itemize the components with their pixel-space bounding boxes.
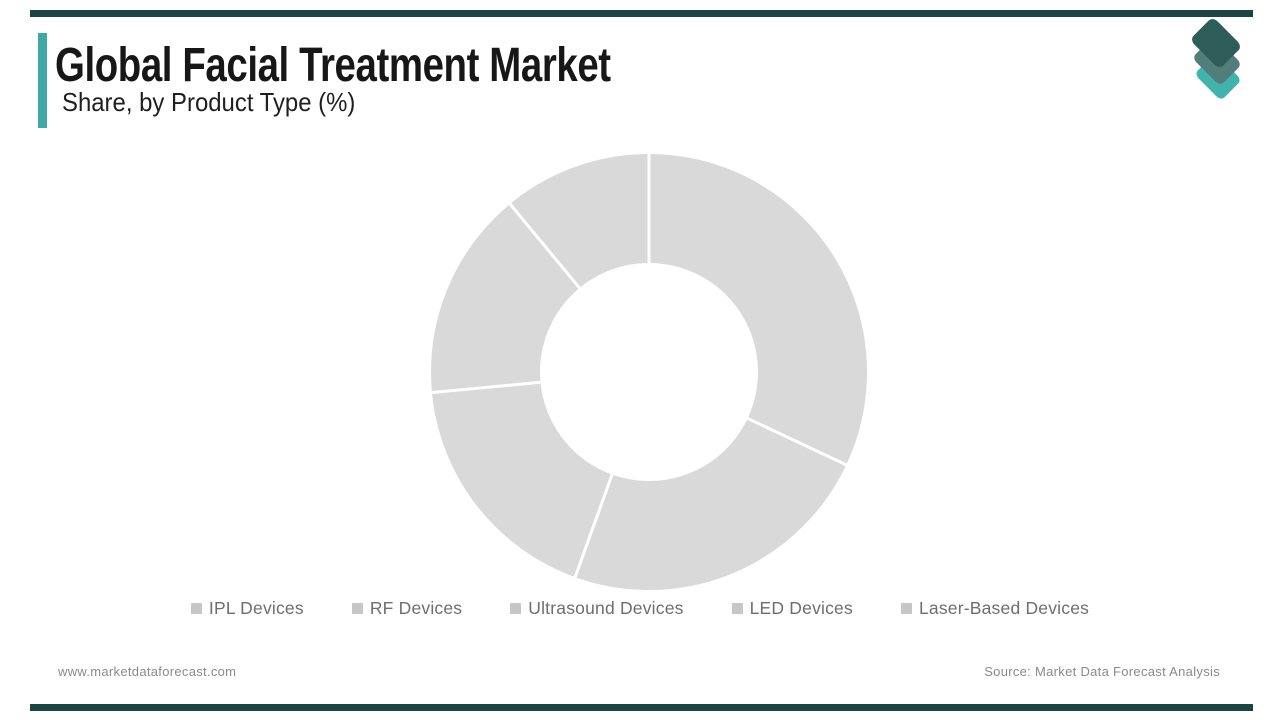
legend-swatch-icon <box>731 602 743 614</box>
legend-swatch-icon <box>900 602 912 614</box>
legend-label: LED Devices <box>749 597 853 618</box>
segment-separator <box>572 471 615 581</box>
legend-label: Ultrasound Devices <box>528 597 684 618</box>
page-subtitle: Share, by Product Type (%) <box>62 87 356 117</box>
legend-item[interactable]: Ultrasound Devices <box>510 598 683 619</box>
legend-item[interactable]: RF Devices <box>351 597 463 619</box>
legend-item[interactable]: LED Devices <box>731 597 853 619</box>
segment-separator <box>506 200 583 292</box>
legend-item[interactable]: IPL Devices <box>190 597 304 619</box>
legend-item[interactable]: Laser-Based Devices <box>900 597 1090 619</box>
legend-swatch-icon <box>510 602 522 614</box>
page-title: Global Facial Treatment Market <box>55 39 611 92</box>
footer-source: Source: Market Data Forecast Analysis <box>984 664 1220 679</box>
top-accent-bar <box>30 10 1253 17</box>
donut-chart[interactable] <box>431 154 867 590</box>
bottom-accent-bar <box>30 704 1253 711</box>
legend-swatch-icon <box>190 602 202 614</box>
footer-website: www.marketdataforecast.com <box>58 664 237 679</box>
legend-swatch-icon <box>351 602 363 614</box>
chart-legend: IPL Devices RF Devices Ultrasound Devices L… <box>0 594 1280 622</box>
title-accent-bar <box>38 33 47 128</box>
market-data-forecast-logo <box>1183 16 1249 101</box>
legend-label: RF Devices <box>369 597 463 618</box>
legend-label: IPL Devices <box>208 597 304 618</box>
segment-separator <box>744 415 850 468</box>
legend-label: Laser-Based Devices <box>918 597 1090 618</box>
segment-separator <box>431 380 544 395</box>
